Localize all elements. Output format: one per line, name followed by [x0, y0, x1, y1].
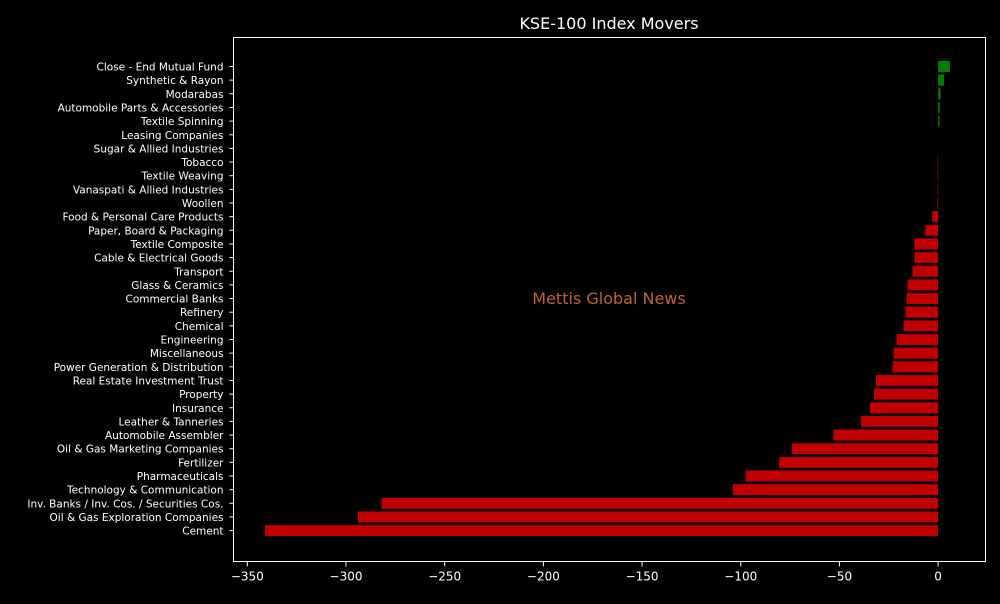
x-axis-ticks-group: −350 −300 −250 −200 −150 −100 −50 0 [231, 561, 942, 584]
x-tick-label: −250 [428, 570, 461, 584]
category-label: Automobile Assembler [105, 430, 224, 442]
bar [265, 525, 939, 537]
category-label: Leasing Companies [121, 130, 223, 142]
category-label: Automobile Parts & Accessories [58, 102, 224, 114]
bar [381, 497, 939, 509]
category-label: Power Generation & Distribution [54, 362, 224, 374]
category-label: Cable & Electrical Goods [94, 253, 223, 265]
category-label: Textile Composite [130, 239, 224, 251]
category-label: Modarabas [166, 89, 224, 101]
category-label: Tobacco [180, 157, 223, 169]
bar [938, 74, 945, 86]
x-tick-label: −50 [827, 570, 852, 584]
bar [937, 183, 939, 195]
category-label: Oil & Gas Exploration Companies [50, 512, 224, 524]
bar [925, 224, 939, 236]
bar [938, 101, 940, 113]
x-tick-label: −150 [626, 570, 659, 584]
bar [896, 334, 939, 345]
category-label: Fertilizer [178, 457, 224, 469]
category-label: Property [179, 389, 223, 401]
category-label: Commercial Banks [126, 294, 224, 306]
bar [833, 429, 939, 441]
category-label: Technology & Communication [66, 485, 223, 497]
category-label: Textile Spinning [140, 116, 224, 128]
category-label: Engineering [161, 335, 224, 347]
category-label: Oil & Gas Marketing Companies [57, 444, 224, 456]
bar [932, 211, 939, 223]
category-label: Chemical [175, 321, 224, 333]
bar [937, 156, 939, 168]
plot-area [233, 37, 986, 562]
bar [745, 470, 939, 482]
category-label: Glass & Ceramics [131, 280, 223, 292]
category-label: Miscellaneous [150, 348, 224, 360]
bars-group [265, 61, 950, 537]
category-label: Real Estate Investment Trust [73, 375, 224, 387]
bar [732, 484, 939, 496]
category-label: Insurance [172, 403, 224, 415]
chart-title: KSE-100 Index Movers [519, 14, 698, 33]
x-tick-label: −100 [724, 570, 757, 584]
category-label: Inv. Banks / Inv. Cos. / Securities Cos. [27, 498, 223, 510]
bar [779, 456, 939, 468]
bar [875, 374, 939, 386]
bar [892, 361, 939, 373]
category-label: Vanaspati & Allied Industries [73, 184, 224, 196]
watermark: Mettis Global News [532, 289, 685, 308]
bar [893, 347, 939, 359]
category-label: Cement [182, 526, 223, 538]
bar [938, 115, 940, 127]
bar [861, 415, 939, 427]
bar [907, 279, 939, 291]
category-label: Woollen [182, 198, 224, 210]
x-tick-label: 0 [934, 570, 942, 584]
x-tick-label: −200 [527, 570, 560, 584]
bar [357, 511, 939, 523]
category-label: Leather & Tanneries [118, 416, 223, 428]
category-label: Food & Personal Care Products [62, 212, 223, 224]
category-label: Synthetic & Rayon [126, 75, 223, 87]
bar [903, 320, 939, 332]
bar [914, 238, 939, 250]
bar [870, 402, 939, 414]
category-label: Close - End Mutual Fund [97, 62, 224, 74]
category-label: Refinery [180, 307, 224, 319]
category-label: Transport [173, 266, 223, 278]
bar [937, 170, 939, 182]
category-label: Textile Weaving [141, 171, 224, 183]
category-label: Sugar & Allied Industries [94, 143, 224, 155]
bar [906, 293, 939, 305]
bar [914, 252, 939, 264]
bar [912, 265, 939, 277]
bar [937, 197, 939, 209]
x-tick-label: −300 [330, 570, 363, 584]
category-label: Pharmaceuticals [137, 471, 224, 483]
x-tick-label: −350 [231, 570, 264, 584]
bar [938, 88, 941, 100]
bar [792, 443, 939, 455]
bar [873, 388, 939, 400]
category-label: Paper, Board & Packaging [88, 225, 223, 237]
bar [938, 61, 950, 72]
bar [905, 306, 939, 318]
